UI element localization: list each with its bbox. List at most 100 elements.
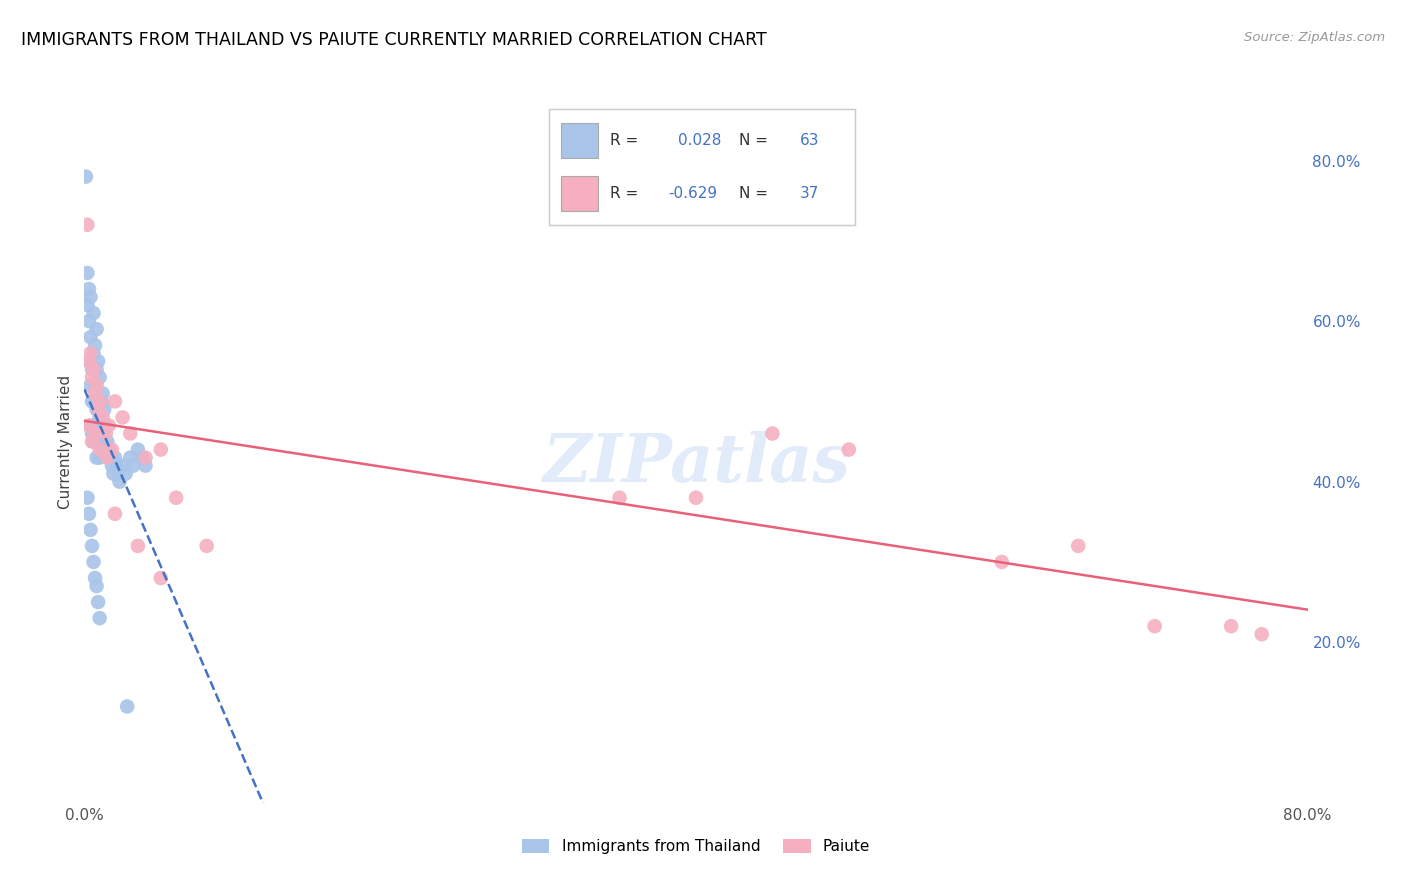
Point bbox=[86, 402, 108, 417]
Point bbox=[84, 571, 107, 585]
Point bbox=[149, 442, 172, 457]
Point bbox=[120, 450, 142, 465]
Point bbox=[89, 442, 111, 457]
Point bbox=[93, 442, 115, 457]
Point bbox=[89, 394, 111, 409]
Point bbox=[77, 354, 100, 368]
Y-axis label: Currently Married: Currently Married bbox=[58, 375, 73, 508]
Point bbox=[685, 491, 707, 505]
Point bbox=[87, 354, 110, 368]
Text: IMMIGRANTS FROM THAILAND VS PAIUTE CURRENTLY MARRIED CORRELATION CHART: IMMIGRANTS FROM THAILAND VS PAIUTE CURRE… bbox=[21, 31, 766, 49]
Point bbox=[84, 386, 107, 401]
Point bbox=[104, 507, 127, 521]
Point bbox=[79, 523, 101, 537]
Point bbox=[120, 426, 142, 441]
Point bbox=[101, 442, 124, 457]
Point bbox=[93, 402, 115, 417]
Point bbox=[86, 579, 108, 593]
Point bbox=[80, 394, 103, 409]
Legend: Immigrants from Thailand, Paiute: Immigrants from Thailand, Paiute bbox=[516, 833, 876, 860]
Point bbox=[115, 699, 138, 714]
Point bbox=[94, 418, 117, 433]
Point bbox=[76, 491, 98, 505]
Point bbox=[91, 386, 114, 401]
Text: Source: ZipAtlas.com: Source: ZipAtlas.com bbox=[1244, 31, 1385, 45]
Point bbox=[84, 418, 107, 433]
Point bbox=[87, 595, 110, 609]
Point bbox=[80, 434, 103, 449]
Point bbox=[838, 442, 860, 457]
Point bbox=[83, 306, 105, 320]
Point bbox=[1067, 539, 1090, 553]
Text: ZIPatlas: ZIPatlas bbox=[543, 431, 849, 496]
Point bbox=[107, 467, 129, 481]
Point bbox=[97, 418, 120, 433]
Point bbox=[127, 539, 149, 553]
Point bbox=[87, 402, 110, 417]
Point bbox=[1220, 619, 1243, 633]
Point bbox=[1250, 627, 1272, 641]
Point bbox=[135, 450, 157, 465]
Point bbox=[77, 507, 100, 521]
Point bbox=[80, 426, 103, 441]
Point bbox=[80, 362, 103, 376]
Point bbox=[104, 394, 127, 409]
Point bbox=[86, 362, 108, 376]
Point bbox=[86, 322, 108, 336]
Point bbox=[87, 394, 110, 409]
Point bbox=[165, 491, 187, 505]
Point bbox=[122, 458, 145, 473]
Point bbox=[105, 458, 128, 473]
Point bbox=[89, 410, 111, 425]
Point bbox=[991, 555, 1014, 569]
Point bbox=[79, 346, 101, 360]
Point bbox=[131, 450, 153, 465]
Point bbox=[101, 458, 124, 473]
Point bbox=[83, 394, 105, 409]
Point bbox=[77, 314, 100, 328]
Point bbox=[76, 218, 98, 232]
Point bbox=[195, 539, 218, 553]
Point bbox=[84, 426, 107, 441]
Point bbox=[77, 354, 100, 368]
Point bbox=[609, 491, 631, 505]
Point bbox=[96, 450, 118, 465]
Point bbox=[104, 450, 127, 465]
Point bbox=[79, 290, 101, 304]
Point bbox=[1143, 619, 1166, 633]
Point bbox=[79, 330, 101, 344]
Point bbox=[79, 378, 101, 392]
Point bbox=[111, 458, 134, 473]
Point bbox=[89, 450, 111, 465]
Point bbox=[90, 394, 112, 409]
Point bbox=[89, 370, 111, 384]
Point bbox=[84, 338, 107, 352]
Point bbox=[98, 450, 121, 465]
Point bbox=[94, 426, 117, 441]
Point bbox=[80, 539, 103, 553]
Point bbox=[77, 282, 100, 296]
Point bbox=[76, 266, 98, 280]
Point bbox=[83, 346, 105, 360]
Point bbox=[86, 378, 108, 392]
Point bbox=[91, 426, 114, 441]
Point bbox=[761, 426, 783, 441]
Point bbox=[86, 450, 108, 465]
Point bbox=[149, 571, 172, 585]
Point bbox=[111, 410, 134, 425]
Point bbox=[108, 475, 131, 489]
Point bbox=[97, 442, 120, 457]
Point bbox=[83, 434, 105, 449]
Point bbox=[79, 418, 101, 433]
Point bbox=[127, 442, 149, 457]
Point bbox=[84, 378, 107, 392]
Point bbox=[91, 410, 114, 425]
Point bbox=[76, 298, 98, 312]
Point bbox=[96, 434, 118, 449]
Point bbox=[87, 434, 110, 449]
Point bbox=[89, 611, 111, 625]
Point bbox=[90, 442, 112, 457]
Point bbox=[75, 169, 97, 184]
Point bbox=[83, 362, 105, 376]
Point bbox=[80, 370, 103, 384]
